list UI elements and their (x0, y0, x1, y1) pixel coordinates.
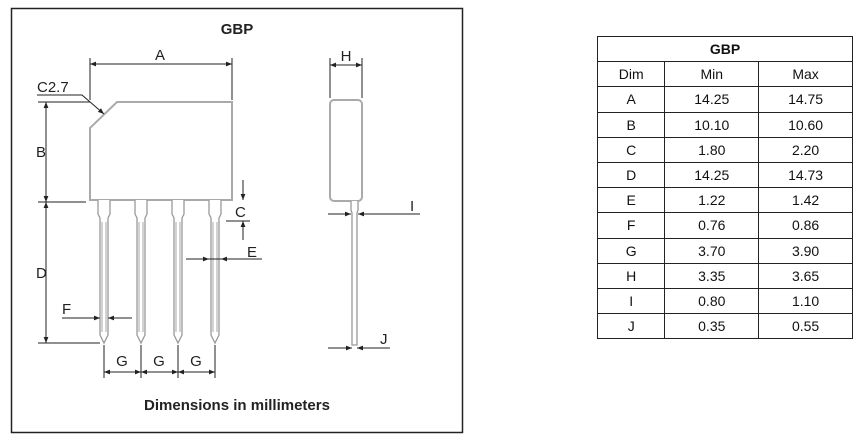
cell-min: 0.76 (664, 212, 760, 239)
table-row: A 14.25 14.75 (596, 86, 853, 113)
label-g2: G (153, 353, 165, 370)
cell-min: 3.35 (664, 262, 760, 289)
table-row: E 1.22 1.42 (596, 187, 853, 214)
table-row: I 0.80 1.10 (596, 287, 853, 315)
label-b: B (36, 144, 46, 161)
dim-labels-front: A C2.7 B C D E F G G G (36, 47, 257, 370)
cell-max: 0.55 (758, 313, 853, 340)
cell-dim: A (596, 86, 666, 113)
cell-max: 3.65 (758, 262, 853, 289)
leads-front (97, 200, 222, 345)
label-h: H (341, 48, 352, 65)
cell-dim: J (596, 313, 666, 340)
label-chamfer: C2.7 (37, 79, 69, 96)
table-row: F 0.76 0.86 (596, 212, 853, 239)
cell-max: 1.10 (758, 287, 853, 315)
cell-max: 14.75 (758, 86, 853, 113)
table-row: H 3.35 3.65 (596, 262, 853, 289)
cell-min: 1.22 (664, 187, 760, 214)
header-dim: Dim (596, 61, 666, 88)
drawing-caption: Dimensions in millimeters (144, 397, 330, 414)
label-a: A (155, 47, 165, 64)
cell-max: 10.60 (758, 111, 853, 138)
table-row: C 1.80 2.20 (596, 136, 853, 163)
chamfer-leader (37, 94, 105, 115)
label-j: J (380, 331, 388, 348)
cell-dim: H (596, 262, 666, 289)
label-i: I (410, 198, 414, 215)
cell-max: 1.42 (758, 187, 853, 214)
cell-min: 1.80 (664, 136, 760, 163)
lead-side (350, 201, 359, 346)
label-c: C (235, 204, 246, 221)
drawing-title: GBP (221, 21, 254, 38)
cell-dim: F (596, 212, 666, 239)
cell-dim: C (596, 136, 666, 163)
label-g1: G (116, 353, 128, 370)
table-row: D 14.25 14.73 (596, 161, 853, 189)
package-body-side (329, 99, 363, 202)
package-body-front (89, 101, 233, 201)
cell-min: 14.25 (664, 86, 760, 113)
table-row: B 10.10 10.60 (596, 111, 853, 138)
table-title: GBP (597, 35, 853, 63)
cell-dim: E (596, 187, 666, 214)
cell-dim: I (596, 287, 666, 315)
header-max: Max (758, 61, 853, 88)
table-row: G 3.70 3.90 (596, 237, 853, 264)
cell-dim: D (596, 161, 666, 189)
cell-dim: B (596, 111, 666, 138)
dimension-table: GBP Dim Min Max A 14.25 14.75 B 10.10 10.60 C 1… (596, 35, 853, 340)
cell-max: 2.20 (758, 136, 853, 163)
label-f: F (62, 301, 71, 318)
label-d: D (36, 265, 47, 282)
cell-max: 0.86 (758, 212, 853, 239)
table-row: J 0.35 0.55 (596, 313, 853, 340)
header-min: Min (664, 61, 760, 88)
cell-max: 3.90 (758, 237, 853, 264)
drawing-frame (10, 7, 464, 434)
cell-min: 14.25 (664, 161, 760, 189)
cell-max: 14.73 (758, 161, 853, 189)
cell-dim: G (596, 237, 666, 264)
cell-min: 3.70 (664, 237, 760, 264)
cell-min: 0.80 (664, 287, 760, 315)
label-e: E (247, 244, 257, 261)
cell-min: 10.10 (664, 111, 760, 138)
cell-min: 0.35 (664, 313, 760, 340)
label-g3: G (190, 353, 202, 370)
